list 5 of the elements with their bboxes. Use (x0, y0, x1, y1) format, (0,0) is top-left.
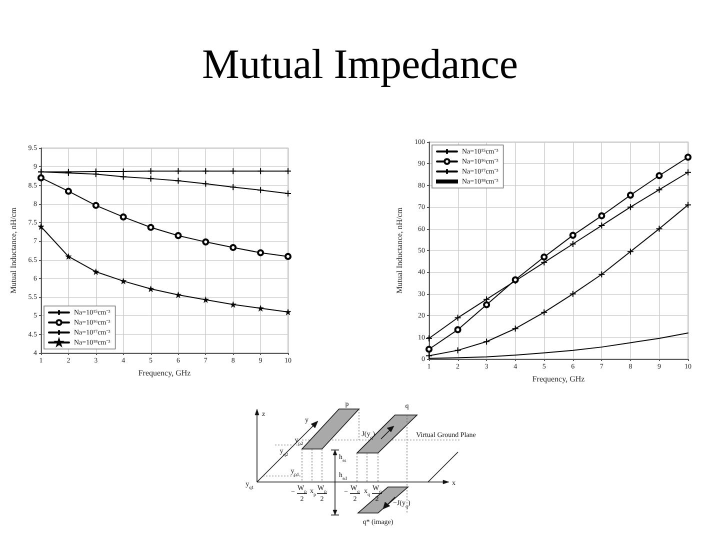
x-axis-title: Frequency, GHz (138, 368, 192, 378)
chart-title: Mutual Impedance (200, 41, 520, 90)
y-axis-title: Mutual Inductance, nH/cm (8, 206, 18, 294)
y-axis-title: Mutual Inductance, nH/cm (395, 206, 404, 294)
x-axis-title: Frequency, GHz (532, 374, 586, 384)
